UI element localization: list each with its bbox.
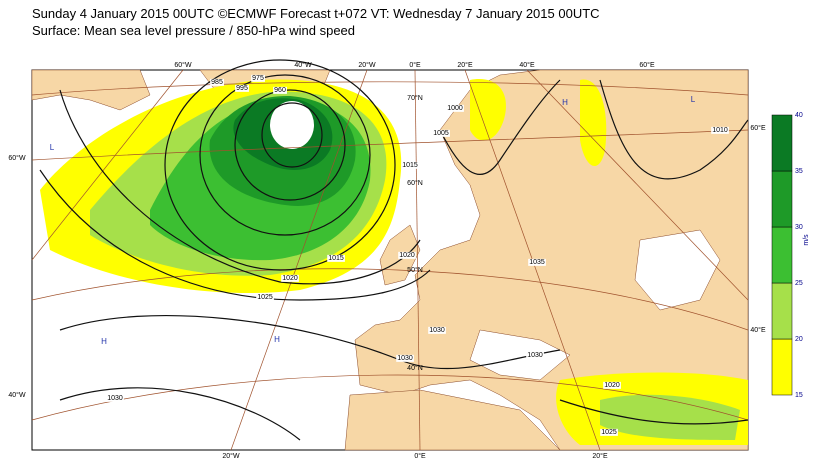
isobar-label-bg (256, 293, 274, 301)
lat-label: 40°E (750, 326, 766, 334)
isobar-label: 1030 (429, 327, 445, 334)
isobar-label: 985 (211, 79, 223, 86)
isobar-label: 960 (274, 87, 286, 94)
isobar-label-bg (251, 74, 265, 82)
isobar-label: 1035 (529, 259, 545, 266)
isobar-label: 1020 (399, 252, 415, 259)
pressure-centre: L (50, 143, 55, 152)
lon-label: 20°E (457, 61, 473, 69)
isobar-label: 1030 (527, 352, 543, 359)
isobar-label-bg (273, 86, 287, 94)
colorbar-tick-label: 25 (795, 280, 803, 287)
isobar-label-bg (528, 258, 546, 266)
colorbar-tick-label: 40 (795, 112, 803, 119)
isobar-label: 1020 (282, 275, 298, 282)
isobar-label: 1015 (328, 255, 344, 262)
colorbar-bin (771, 282, 793, 340)
isobar-label: 1030 (107, 395, 123, 402)
lat-label: 40°N (407, 364, 423, 372)
isobar-label-bg (600, 428, 618, 436)
isobar-label: 1025 (601, 429, 617, 436)
title: Sunday 4 January 2015 00UTC ©ECMWF Forec… (32, 6, 600, 21)
lon-label: 0°E (414, 452, 426, 460)
lon-label: 0°E (409, 61, 421, 69)
lat-label: 50°N (407, 266, 423, 274)
isobar-label: 1010 (712, 127, 728, 134)
lon-label: 60°W (174, 61, 192, 69)
isobar-label-bg (446, 104, 464, 112)
isobar-label: 1020 (604, 382, 620, 389)
isobar-label-bg (396, 354, 414, 362)
wind-area (470, 79, 506, 141)
pressure-centre: H (562, 98, 568, 107)
pressure-centre: H (274, 335, 280, 344)
isobar-label: 1025 (257, 294, 273, 301)
isobar-label-bg (281, 274, 299, 282)
isobar-label-bg (401, 161, 419, 169)
isobar-label: 1005 (433, 130, 449, 137)
colorbar-bin (771, 114, 793, 172)
isobar-label: 975 (252, 75, 264, 82)
pressure-centre: H (101, 337, 107, 346)
isobar-label: 1030 (397, 355, 413, 362)
isobar-label: 1000 (447, 105, 463, 112)
wind-area (600, 394, 740, 440)
colorbar-unit: m/s (803, 234, 810, 246)
lat-label: 70°N (407, 94, 423, 102)
colorbar-bin (771, 170, 793, 228)
lon-label: 60°E (639, 61, 655, 69)
wind-area (580, 79, 607, 167)
lat-label: 60°W (8, 154, 26, 162)
isobar-label-bg (526, 351, 544, 359)
isobar-label: 995 (236, 85, 248, 92)
isobar-label-bg (210, 78, 224, 86)
isobar-label-bg (398, 251, 416, 259)
isobar-label-bg (603, 381, 621, 389)
colorbar-tick-label: 15 (795, 392, 803, 399)
isobars (39, 59, 749, 441)
colorbar-tick-label: 35 (795, 168, 803, 175)
wind-shading (40, 79, 748, 445)
lon-label: 20°W (222, 452, 240, 460)
isobar-label-bg (428, 326, 446, 334)
colorbar-tick-label: 20 (795, 336, 803, 343)
colorbar-bin (771, 226, 793, 284)
lon-label: 20°W (358, 61, 376, 69)
lon-label: 40°W (294, 61, 312, 69)
pressure-centre: L (691, 95, 696, 104)
colorbar: 15 20 25 30 35 40 (771, 112, 803, 399)
lon-label: 20°E (592, 452, 608, 460)
lat-label: 40°W (8, 391, 26, 399)
isobar-label-bg (106, 394, 124, 402)
isobar-label-bg (711, 126, 729, 134)
isobar-label-bg (235, 84, 249, 92)
lat-label: 60°N (407, 179, 423, 187)
colorbar-bin (771, 338, 793, 396)
graticule (31, 69, 749, 451)
subtitle: Surface: Mean sea level pressure / 850-h… (32, 23, 356, 38)
colorbar-tick-label: 30 (795, 224, 803, 231)
isobar-label-bg (327, 254, 345, 262)
lat-label: 60°E (750, 124, 766, 132)
lon-label: 40°E (519, 61, 535, 69)
isobar-label: 1015 (402, 162, 418, 169)
isobar-label-bg (432, 129, 450, 137)
